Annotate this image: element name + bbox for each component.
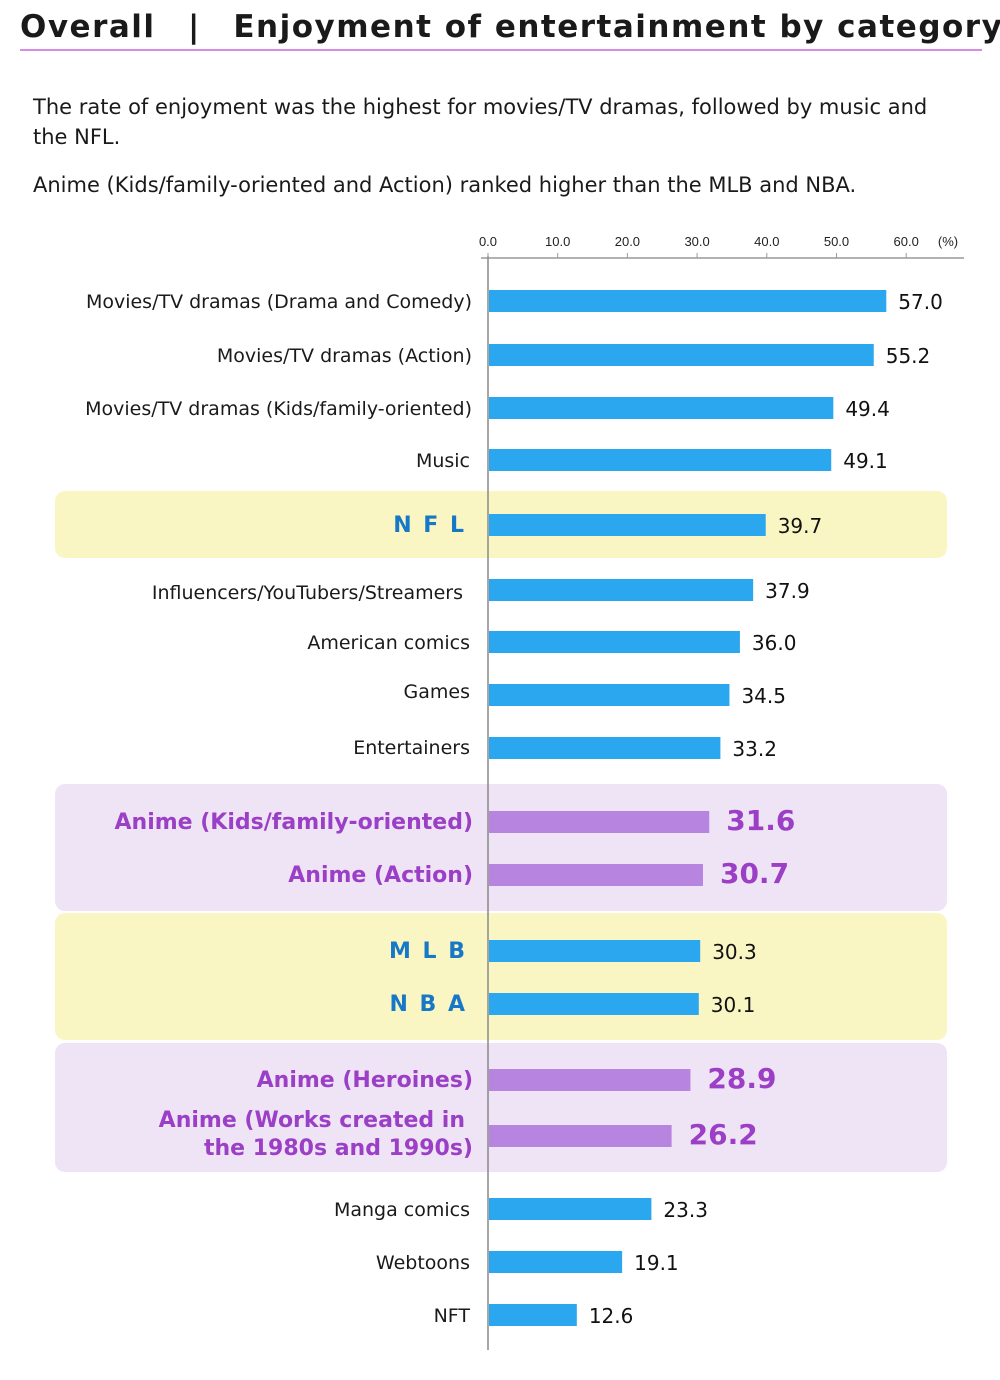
bar: [489, 397, 834, 419]
bar: [489, 1198, 652, 1220]
category-label: Entertainers: [353, 737, 470, 759]
bar: [489, 290, 887, 312]
category-label: Music: [416, 450, 470, 472]
data-label: 12.6: [589, 1304, 634, 1328]
data-label: 49.4: [845, 397, 890, 421]
category-label: Movies/TV dramas (Kids/family-oriented): [85, 398, 472, 420]
category-label: Movies/TV dramas (Drama and Comedy): [86, 291, 472, 313]
data-label: 49.1: [843, 449, 888, 473]
bar: [489, 1125, 672, 1147]
category-label: N F L: [393, 513, 466, 538]
bar: [489, 344, 874, 366]
category-label: the 1980s and 1990s): [204, 1136, 473, 1161]
x-tick-label: 60.0: [894, 234, 919, 249]
category-label: NFT: [434, 1305, 471, 1327]
bar: [489, 940, 701, 962]
description-line-2: Anime (Kids/family-oriented and Action) …: [33, 173, 857, 197]
category-label: Anime (Works created in: [159, 1108, 465, 1133]
bar: [489, 811, 710, 833]
category-label: Movies/TV dramas (Action): [217, 345, 472, 367]
category-label: Influencers/YouTubers/Streamers: [152, 582, 463, 604]
category-label: N B A: [389, 992, 467, 1017]
x-tick-label: 40.0: [754, 234, 779, 249]
bar: [489, 449, 832, 471]
x-tick-label: 10.0: [545, 234, 570, 249]
data-label: 28.9: [707, 1062, 776, 1095]
data-label: 39.7: [778, 514, 823, 538]
bar: [489, 1304, 577, 1326]
data-label: 26.2: [689, 1118, 758, 1151]
bar: [489, 631, 740, 653]
x-tick-label: 30.0: [684, 234, 709, 249]
data-label: 33.2: [732, 737, 777, 761]
category-label: M L B: [389, 939, 467, 964]
category-label: Games: [404, 681, 470, 703]
highlight-box-anime: [55, 1043, 947, 1172]
bar: [489, 514, 766, 536]
category-label: Anime (Kids/family-oriented): [115, 810, 473, 835]
x-axis-unit: (%): [938, 234, 958, 249]
highlight-box-sports: [55, 913, 947, 1040]
bar: [489, 1251, 623, 1273]
data-label: 37.9: [765, 579, 810, 603]
x-tick-label: 0.0: [479, 234, 497, 249]
category-label: American comics: [307, 632, 470, 654]
data-label: 55.2: [886, 344, 931, 368]
bar: [489, 993, 699, 1015]
x-tick-label: 50.0: [824, 234, 849, 249]
data-label: 30.3: [712, 940, 757, 964]
data-label: 30.1: [711, 993, 756, 1017]
category-label: Manga comics: [334, 1199, 470, 1221]
data-label: 36.0: [752, 631, 797, 655]
category-label: Anime (Heroines): [257, 1068, 473, 1093]
page-title: Overall | Enjoyment of entertainment by …: [20, 9, 1000, 45]
description-line-1: The rate of enjoyment was the highest fo…: [33, 95, 928, 149]
data-label: 23.3: [663, 1198, 708, 1222]
x-tick-label: 20.0: [615, 234, 640, 249]
highlight-box-anime: [55, 784, 947, 911]
bar: [489, 864, 703, 886]
data-label: 19.1: [634, 1251, 679, 1275]
category-label: Anime (Action): [288, 863, 473, 888]
bar: [489, 684, 730, 706]
bar: [489, 1069, 691, 1091]
data-label: 34.5: [741, 684, 786, 708]
bar: [489, 579, 754, 601]
bar: [489, 737, 721, 759]
category-label: Webtoons: [376, 1252, 470, 1274]
data-label: 31.6: [726, 804, 795, 837]
data-label: 57.0: [898, 290, 943, 314]
data-label: 30.7: [720, 857, 789, 890]
title-underline: [20, 49, 982, 51]
